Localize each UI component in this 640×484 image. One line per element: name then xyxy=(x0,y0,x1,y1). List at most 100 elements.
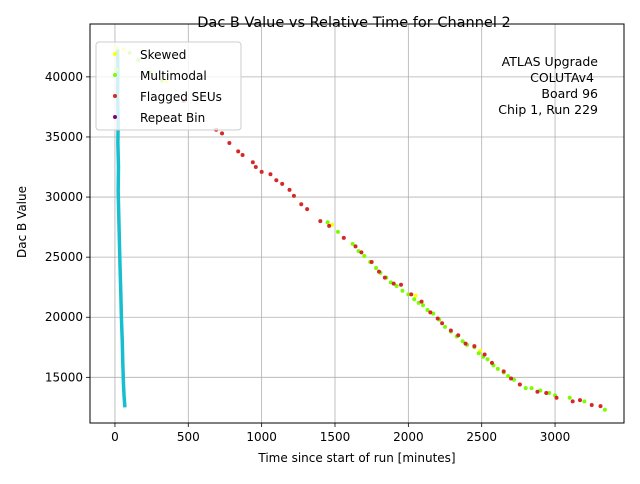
legend-label-repeat: Repeat Bin xyxy=(140,111,205,125)
series-2-point xyxy=(535,389,540,394)
series-2-point xyxy=(589,402,594,407)
series-2-point xyxy=(220,131,225,136)
series-2-point xyxy=(517,382,522,387)
series-2-point xyxy=(399,282,404,287)
series-1-point xyxy=(485,357,490,362)
x-tick-label: 500 xyxy=(177,430,200,444)
series-2-point xyxy=(382,275,387,280)
x-tick-label: 2500 xyxy=(466,430,497,444)
series-1-point xyxy=(547,390,552,395)
annotation-line-4: Chip 1, Run 229 xyxy=(498,102,598,117)
series-2-point xyxy=(287,187,292,192)
series-2-point xyxy=(435,316,440,321)
y-axis-label: Dac B Value xyxy=(15,186,29,258)
series-2-point xyxy=(359,250,364,255)
series-2-point xyxy=(472,344,477,349)
legend-box xyxy=(95,41,242,131)
series-2-point xyxy=(341,235,346,240)
series-0-point xyxy=(413,293,418,298)
series-1-point xyxy=(421,303,426,308)
series-1-point xyxy=(425,308,430,313)
series-2-point xyxy=(598,404,603,409)
legend-label-flagged: Flagged SEUs xyxy=(140,90,222,104)
series-2-point xyxy=(250,160,255,165)
series-2-point xyxy=(369,259,374,264)
series-2-point xyxy=(489,360,494,365)
y-tick-label: 35000 xyxy=(45,130,83,144)
y-tick-label: 40000 xyxy=(45,70,83,84)
y-tick-label: 30000 xyxy=(45,190,83,204)
legend-label-multimodal: Multimodal xyxy=(140,69,207,83)
series-1-point xyxy=(406,292,411,297)
series-1-point xyxy=(350,241,355,246)
x-tick-label: 3000 xyxy=(540,430,571,444)
series-2-point xyxy=(440,321,445,326)
series-2-point xyxy=(353,244,358,249)
annotation-line-3: Board 96 xyxy=(541,86,598,101)
series-1-point xyxy=(523,386,528,391)
series-1-point xyxy=(325,220,330,225)
ticks: 0 500 1000 1500 2000 2500 3000 15000 20000 25000 3… xyxy=(45,70,571,444)
x-tick-label: 0 xyxy=(111,430,119,444)
annotation-line-2: COLUTAv4 xyxy=(530,70,594,85)
series-2-point xyxy=(570,399,575,404)
series-2-point xyxy=(227,140,232,145)
series-1-point xyxy=(567,395,572,400)
series-2-point xyxy=(327,223,332,228)
series-1-point xyxy=(400,288,405,293)
y-tick-label: 15000 xyxy=(45,370,83,384)
series-2-point xyxy=(253,165,258,170)
series-2-point xyxy=(501,369,506,374)
legend-marker-multimodal xyxy=(113,73,117,77)
series-2-point xyxy=(299,202,304,207)
series-2-point xyxy=(463,341,468,346)
series-1-point xyxy=(374,265,379,270)
annotation: ATLAS Upgrade COLUTAv4 Board 96 Chip 1, … xyxy=(498,54,598,117)
series-2-point xyxy=(419,299,424,304)
series-2-point xyxy=(318,219,323,224)
series-2-point xyxy=(554,395,559,400)
plot-frame xyxy=(89,23,625,424)
series-2-point xyxy=(240,152,245,157)
legend-marker-repeat xyxy=(113,115,117,119)
series-1-point xyxy=(529,386,534,391)
series-2-point xyxy=(428,310,433,315)
series-2-point xyxy=(482,352,487,357)
series-1-point xyxy=(602,407,607,412)
legend-marker-flagged xyxy=(113,94,117,98)
series-1-point xyxy=(506,374,511,379)
series-2-point xyxy=(448,328,453,333)
legend-marker-skewed xyxy=(113,52,117,56)
series-2-point xyxy=(456,333,461,338)
series-2-point xyxy=(409,292,414,297)
series-2-point xyxy=(280,181,285,186)
series-2-point xyxy=(544,390,549,395)
series-2-point xyxy=(291,193,296,198)
grid xyxy=(90,24,624,423)
series-1-point xyxy=(394,283,399,288)
x-tick-label: 1500 xyxy=(320,430,351,444)
series-2-point xyxy=(259,169,264,174)
series-2-point xyxy=(274,178,279,183)
y-tick-label: 25000 xyxy=(45,250,83,264)
x-tick-label: 2000 xyxy=(393,430,424,444)
series-2-point xyxy=(509,376,514,381)
series-2-point xyxy=(268,172,273,177)
series-1-point xyxy=(362,253,367,258)
series-1-point xyxy=(476,351,481,356)
series-1-point xyxy=(335,229,340,234)
series-2-point xyxy=(305,207,310,212)
series-1-point xyxy=(460,339,465,344)
x-axis-label: Time since start of run [minutes] xyxy=(257,451,455,465)
series-2-point xyxy=(377,269,382,274)
x-tick-label: 1000 xyxy=(246,430,277,444)
legend: Skewed Multimodal Flagged SEUs Repeat Bi… xyxy=(95,41,242,131)
annotation-line-1: ATLAS Upgrade xyxy=(502,54,599,69)
series-2-point xyxy=(236,149,241,154)
y-tick-label: 20000 xyxy=(45,310,83,324)
series-2-point xyxy=(391,281,396,286)
series-1-point xyxy=(412,297,417,302)
series-1-point xyxy=(443,324,448,329)
